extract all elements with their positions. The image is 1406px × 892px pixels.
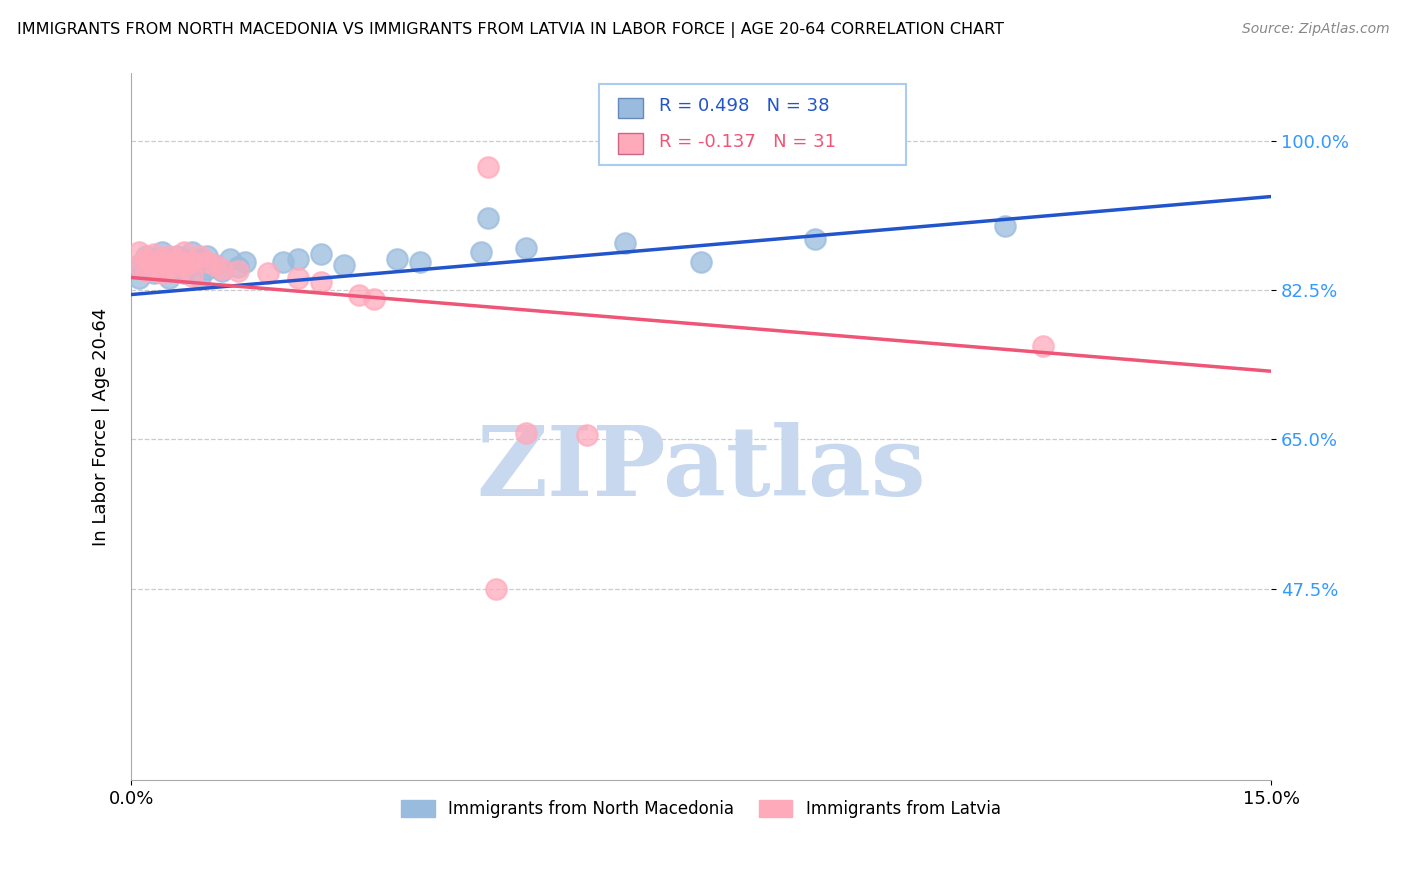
Text: ZIPatlas: ZIPatlas xyxy=(477,422,927,516)
Point xyxy=(309,275,332,289)
Point xyxy=(804,232,827,246)
Point xyxy=(515,241,537,255)
Point xyxy=(143,260,166,275)
Point xyxy=(287,252,309,266)
Point xyxy=(515,425,537,440)
Point xyxy=(219,252,242,266)
Point xyxy=(135,252,157,266)
Point xyxy=(690,255,713,269)
Point xyxy=(173,244,195,259)
Point xyxy=(226,263,249,277)
FancyBboxPatch shape xyxy=(617,133,643,153)
Point xyxy=(309,246,332,260)
Legend: Immigrants from North Macedonia, Immigrants from Latvia: Immigrants from North Macedonia, Immigra… xyxy=(395,794,1008,825)
Point xyxy=(150,258,173,272)
Point xyxy=(181,255,204,269)
Point xyxy=(157,253,180,268)
Point xyxy=(347,287,370,301)
Point xyxy=(166,252,188,266)
Point xyxy=(135,263,157,277)
Point xyxy=(195,255,218,269)
Point xyxy=(173,258,195,272)
Point xyxy=(128,258,150,272)
Point xyxy=(181,258,204,272)
Point xyxy=(173,266,195,280)
Point xyxy=(135,262,157,277)
Point xyxy=(150,252,173,266)
Point xyxy=(385,252,408,266)
Text: R = 0.498   N = 38: R = 0.498 N = 38 xyxy=(659,97,830,115)
Point xyxy=(333,258,356,272)
Point xyxy=(257,266,280,280)
Point xyxy=(485,582,508,596)
Point xyxy=(166,249,188,263)
Point xyxy=(409,255,432,269)
Point xyxy=(181,244,204,259)
Point xyxy=(576,428,599,442)
Point xyxy=(157,270,180,285)
Point xyxy=(204,258,226,272)
Point xyxy=(287,270,309,285)
Point xyxy=(188,249,211,263)
Point xyxy=(195,249,218,263)
Point xyxy=(195,262,218,277)
Point xyxy=(226,260,249,275)
Point xyxy=(271,255,294,269)
Point xyxy=(363,292,385,306)
Point xyxy=(135,249,157,263)
Point xyxy=(188,270,211,285)
Point xyxy=(204,258,226,272)
Point xyxy=(211,262,233,277)
Point xyxy=(166,263,188,277)
Point xyxy=(150,266,173,280)
Point xyxy=(994,219,1017,234)
Point xyxy=(143,253,166,268)
Point xyxy=(477,160,499,174)
Point xyxy=(188,252,211,266)
Point xyxy=(1032,339,1054,353)
Point xyxy=(157,262,180,277)
Point xyxy=(143,266,166,280)
Point xyxy=(157,249,180,263)
Point xyxy=(173,253,195,268)
Text: IMMIGRANTS FROM NORTH MACEDONIA VS IMMIGRANTS FROM LATVIA IN LABOR FORCE | AGE 2: IMMIGRANTS FROM NORTH MACEDONIA VS IMMIG… xyxy=(17,22,1004,38)
Point xyxy=(470,244,492,259)
Text: Source: ZipAtlas.com: Source: ZipAtlas.com xyxy=(1241,22,1389,37)
Point xyxy=(614,236,637,251)
FancyBboxPatch shape xyxy=(617,97,643,118)
FancyBboxPatch shape xyxy=(599,84,907,165)
Point xyxy=(150,244,173,259)
Point xyxy=(128,270,150,285)
Point xyxy=(477,211,499,225)
Y-axis label: In Labor Force | Age 20-64: In Labor Force | Age 20-64 xyxy=(93,308,110,546)
Text: R = -0.137   N = 31: R = -0.137 N = 31 xyxy=(659,133,837,151)
Point xyxy=(211,263,233,277)
Point xyxy=(233,255,256,269)
Point xyxy=(166,262,188,277)
Point xyxy=(181,268,204,283)
Point xyxy=(128,258,150,272)
Point xyxy=(143,246,166,260)
Point xyxy=(128,244,150,259)
